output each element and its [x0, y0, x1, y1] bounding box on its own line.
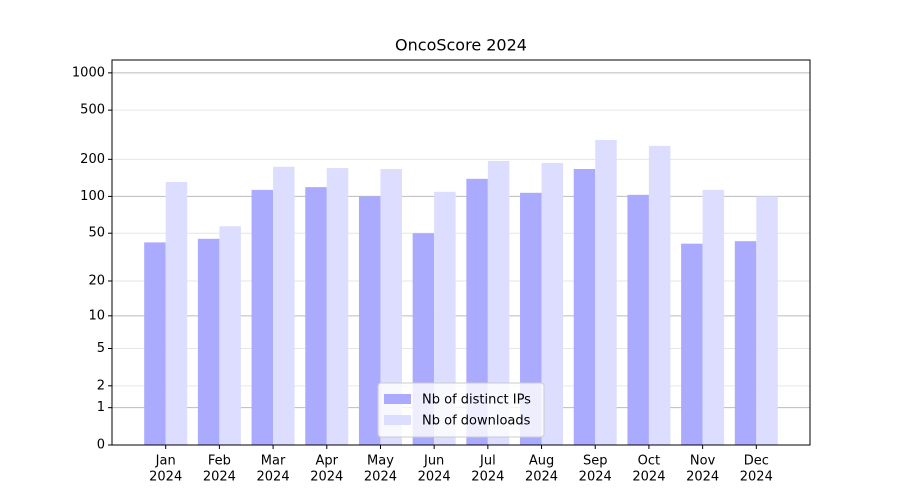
x-tick-label: Mar — [261, 454, 286, 469]
x-tick-label: May — [367, 454, 394, 469]
x-tick-label: Jul — [479, 454, 496, 469]
x-tick-label: 2024 — [525, 470, 558, 485]
bar — [273, 166, 295, 445]
x-tick-label: 2024 — [579, 470, 612, 485]
bar — [466, 178, 488, 446]
y-tick-label: 2 — [97, 378, 105, 393]
x-tick-label: 2024 — [257, 470, 290, 485]
y-tick-label: 5 — [97, 341, 105, 356]
bar — [487, 160, 510, 446]
y-tick-label: 100 — [80, 189, 105, 204]
x-tick-label: Apr — [316, 454, 339, 469]
x-tick-label: 2024 — [686, 470, 719, 485]
x-tick-label: Nov — [690, 454, 716, 469]
chart-title: OncoScore 2024 — [395, 36, 527, 55]
y-tick-label: 50 — [88, 226, 105, 241]
legend-label: Nb of downloads — [422, 414, 531, 429]
x-tick-label: 2024 — [632, 470, 665, 485]
bar — [434, 191, 456, 445]
legend-swatch — [384, 415, 411, 425]
bar — [734, 241, 757, 445]
x-tick-label: Aug — [529, 454, 554, 469]
bar — [305, 187, 327, 445]
bar — [165, 181, 188, 445]
x-tick-label: Jun — [423, 454, 444, 469]
bar — [648, 145, 671, 445]
bar — [380, 169, 402, 445]
bar — [541, 162, 564, 445]
x-tick-label: Dec — [744, 454, 769, 469]
bar — [573, 169, 596, 445]
legend-box — [377, 382, 545, 438]
x-tick-label: Jan — [155, 454, 176, 469]
bar — [197, 238, 220, 445]
bar — [520, 192, 542, 445]
y-tick-label: 1 — [97, 400, 105, 415]
bar — [702, 189, 725, 445]
bar — [219, 226, 241, 445]
bar — [627, 194, 649, 445]
legend-swatch — [384, 394, 411, 404]
bar — [144, 242, 166, 445]
x-tick-label: 2024 — [149, 470, 182, 485]
x-tick-label: Feb — [208, 454, 231, 469]
bar — [681, 243, 703, 445]
bar — [595, 139, 617, 446]
legend-label: Nb of distinct IPs — [422, 393, 531, 408]
bar — [251, 189, 274, 445]
y-tick-label: 500 — [80, 103, 105, 118]
x-tick-label: 2024 — [364, 470, 397, 485]
y-tick-label: 20 — [88, 274, 105, 289]
x-tick-label: 2024 — [203, 470, 236, 485]
x-tick-label: 2024 — [310, 470, 343, 485]
x-tick-label: Sep — [583, 454, 608, 469]
y-tick-label: 200 — [80, 152, 105, 167]
x-tick-label: Oct — [638, 454, 660, 469]
y-tick-label: 10 — [88, 308, 105, 323]
plot-frame — [111, 59, 811, 446]
y-tick-label: 1000 — [72, 65, 105, 80]
bar — [326, 168, 349, 446]
x-tick-label: 2024 — [418, 470, 451, 485]
bar — [358, 196, 381, 445]
x-tick-label: 2024 — [471, 470, 504, 485]
x-tick-label: 2024 — [740, 470, 773, 485]
y-tick-label: 0 — [97, 438, 105, 453]
bar — [756, 196, 778, 445]
